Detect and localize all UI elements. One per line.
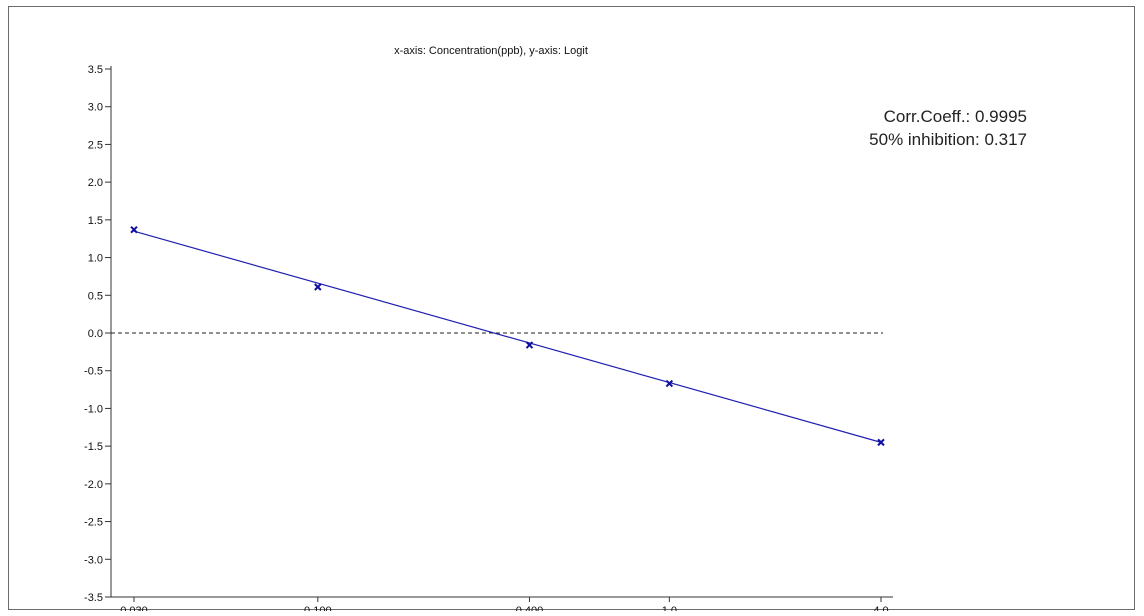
- y-tick-label: -1.5: [84, 441, 103, 453]
- y-tick-label: 0.0: [88, 328, 103, 340]
- chart-title: x-axis: Concentration(ppb), y-axis: Logi…: [394, 45, 588, 57]
- y-tick-label: -2.0: [84, 479, 103, 491]
- chart-svg: 3.5 3.0 2.5 2.0 1.5 1.0 0.5 0.0 -0.5 -1.0 -1.5 -2.0…: [84, 45, 1027, 611]
- x-tick-label: 1.0: [662, 605, 677, 611]
- y-tick-label: -1.0: [84, 403, 103, 415]
- y-tick-label: -0.5: [84, 366, 103, 378]
- corr-coeff-annotation: Corr.Coeff.: 0.9995: [884, 107, 1027, 126]
- data-point: [525, 341, 534, 349]
- y-tick-label: -3.0: [84, 554, 103, 566]
- y-tick-label: 0.5: [88, 290, 103, 302]
- x-tick-label: 0.100: [304, 605, 332, 611]
- x-tick-label: 0.400: [516, 605, 544, 611]
- y-tick-label: -2.5: [84, 517, 103, 529]
- y-tick-label: 3.0: [88, 102, 103, 114]
- data-point: [665, 379, 674, 388]
- regression-line: [133, 230, 882, 443]
- data-point: [314, 283, 322, 291]
- chart-frame: 3.5 3.0 2.5 2.0 1.5 1.0 0.5 0.0 -0.5 -1.0 -1.5 -2.0…: [8, 6, 1135, 611]
- inhibition-annotation: 50% inhibition: 0.317: [869, 130, 1027, 149]
- x-tick-label: 0.030: [120, 605, 148, 611]
- y-tick-label: -3.5: [84, 592, 103, 604]
- y-tick-label: 2.0: [88, 177, 103, 189]
- data-point: [130, 225, 138, 234]
- y-tick-label: 1.0: [88, 253, 103, 265]
- data-point: [877, 438, 885, 447]
- y-tick-label: 3.5: [88, 64, 103, 76]
- x-tick-label: 4.0: [873, 605, 888, 611]
- y-tick-label: 2.5: [88, 139, 103, 151]
- y-tick-label: 1.5: [88, 215, 103, 227]
